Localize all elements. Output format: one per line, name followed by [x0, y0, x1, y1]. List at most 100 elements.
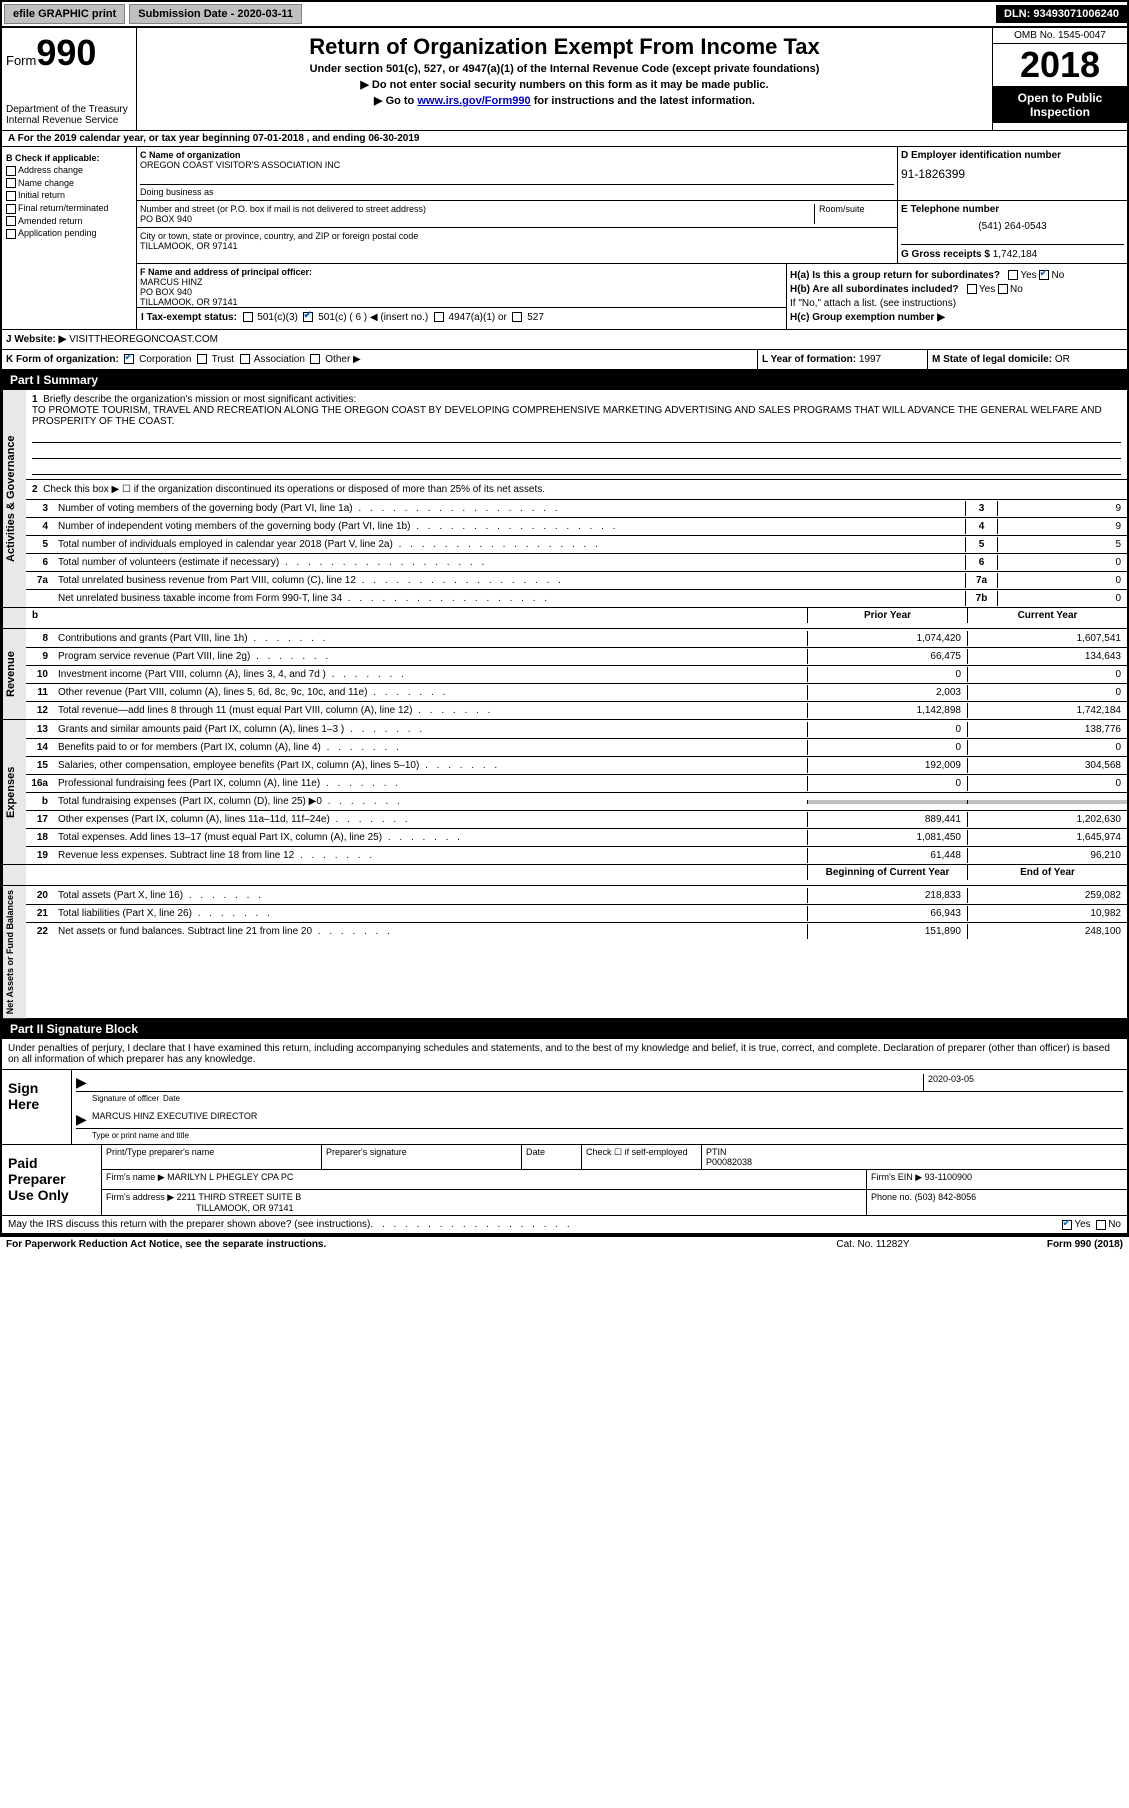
efile-button[interactable]: efile GRAPHIC print	[4, 4, 125, 24]
checkbox-icon[interactable]	[6, 166, 16, 176]
prep-sig-label: Preparer's signature	[322, 1145, 522, 1169]
b-opt-amended: Amended return	[6, 216, 132, 227]
discuss-yes: Yes	[1074, 1219, 1090, 1230]
current-value: 0	[967, 776, 1127, 791]
line-number: 7a	[26, 575, 54, 586]
governance-content: 1 Briefly describe the organization's mi…	[26, 390, 1127, 607]
current-value	[967, 800, 1127, 804]
current-value: 1,202,630	[967, 812, 1127, 827]
checkbox-icon[interactable]	[434, 312, 444, 322]
beginning-end-header: Beginning of Current Year End of Year	[26, 865, 1127, 880]
checkbox-icon[interactable]	[6, 178, 16, 188]
prep-row-1: Print/Type preparer's name Preparer's si…	[102, 1145, 1127, 1170]
line-label: Number of voting members of the governin…	[54, 501, 965, 516]
table-row: 17 Other expenses (Part IX, column (A), …	[26, 810, 1127, 828]
submission-button[interactable]: Submission Date - 2020-03-11	[129, 4, 302, 24]
footer-left: For Paperwork Reduction Act Notice, see …	[6, 1239, 773, 1250]
prep-row-2: Firm's name ▶ MARILYN L PHEGLEY CPA PC F…	[102, 1170, 1127, 1190]
checkbox-icon[interactable]	[310, 354, 320, 364]
checkbox-icon[interactable]	[6, 216, 16, 226]
spacer-label	[2, 608, 26, 628]
line-label: Revenue less expenses. Subtract line 18 …	[54, 848, 807, 863]
checkbox-icon[interactable]	[6, 229, 16, 239]
checkbox-icon[interactable]	[512, 312, 522, 322]
firm-ein-label: Firm's EIN ▶	[871, 1172, 922, 1182]
netassets-label: Net Assets or Fund Balances	[2, 886, 26, 1018]
checkbox-icon[interactable]	[1008, 270, 1018, 280]
checkbox-icon[interactable]	[967, 284, 977, 294]
prior-value: 1,142,898	[807, 703, 967, 718]
line-number: 11	[26, 687, 54, 698]
header-sub2: ▶ Do not enter social security numbers o…	[143, 78, 986, 91]
current-value: 1,742,184	[967, 703, 1127, 718]
j-label: J Website: ▶	[6, 334, 66, 345]
line-number: 6	[26, 557, 54, 568]
line-number: 12	[26, 705, 54, 716]
revenue-section: Revenue 8 Contributions and grants (Part…	[2, 629, 1127, 720]
prior-value: 0	[807, 667, 967, 682]
checkbox-icon[interactable]	[197, 354, 207, 364]
governance-section: Activities & Governance 1 Briefly descri…	[2, 390, 1127, 608]
table-row: 12 Total revenue—add lines 8 through 11 …	[26, 701, 1127, 719]
b-opt-final: Final return/terminated	[6, 203, 132, 214]
section-k: K Form of organization: ✔ Corporation Tr…	[2, 350, 757, 369]
table-row: 5 Total number of individuals employed i…	[26, 535, 1127, 553]
irs-link[interactable]: www.irs.gov/Form990	[417, 95, 530, 107]
checkbox-icon[interactable]	[240, 354, 250, 364]
table-row: 6 Total number of volunteers (estimate i…	[26, 553, 1127, 571]
current-value: 1,645,974	[967, 830, 1127, 845]
paid-prep-label: Paid Preparer Use Only	[2, 1145, 102, 1215]
checkbox-icon[interactable]	[6, 204, 16, 214]
table-row: 3 Number of voting members of the govern…	[26, 499, 1127, 517]
line1-label: Briefly describe the organization's miss…	[43, 394, 356, 405]
firm-addr2-value: TILLAMOOK, OR 97141	[196, 1203, 294, 1213]
current-value: 96,210	[967, 848, 1127, 863]
prior-value: 889,441	[807, 812, 967, 827]
line-number: 17	[26, 814, 54, 825]
checkbox-checked-icon[interactable]: ✔	[124, 354, 134, 364]
officer-addr2: TILLAMOOK, OR 97141	[140, 297, 783, 307]
table-row: 9 Program service revenue (Part VIII, li…	[26, 647, 1127, 665]
current-value: 304,568	[967, 758, 1127, 773]
checkbox-icon[interactable]	[1096, 1220, 1106, 1230]
line-box: 7a	[965, 573, 997, 588]
col-current: Current Year	[967, 608, 1127, 623]
checkbox-icon[interactable]	[6, 191, 16, 201]
addr-right: E Telephone number (541) 264-0543 G Gros…	[897, 201, 1127, 263]
c-name-label: C Name of organization	[140, 150, 894, 160]
header-right: OMB No. 1545-0047 2018 Open to Public In…	[992, 28, 1127, 130]
d-label: D Employer identification number	[901, 150, 1124, 161]
addr-value: PO BOX 940	[140, 214, 814, 224]
line-number: 13	[26, 724, 54, 735]
current-value: 259,082	[967, 888, 1127, 903]
checkbox-checked-icon[interactable]: ✔	[1062, 1220, 1072, 1230]
b-spacer: b Prior Year Current Year	[2, 608, 1127, 629]
officer-name-label: Type or print name and title	[92, 1131, 189, 1140]
l-label: L Year of formation:	[762, 354, 856, 365]
discuss-label: May the IRS discuss this return with the…	[8, 1219, 370, 1230]
line-number: 16a	[26, 778, 54, 789]
firm-addr-label: Firm's address ▶	[106, 1192, 174, 1202]
prior-value: 0	[807, 740, 967, 755]
form-header: Form990 Department of the Treasury Inter…	[2, 28, 1127, 131]
g-label: G Gross receipts $	[901, 249, 990, 260]
prior-value: 1,074,420	[807, 631, 967, 646]
prior-value: 2,003	[807, 685, 967, 700]
checkbox-checked-icon[interactable]: ✔	[1039, 270, 1049, 280]
current-value: 134,643	[967, 649, 1127, 664]
form-number: 990	[36, 32, 96, 73]
gross-receipts: 1,742,184	[993, 249, 1038, 260]
checkbox-icon[interactable]	[998, 284, 1008, 294]
line2: 2 Check this box ▶ ☐ if the organization…	[26, 479, 1127, 499]
line-box: 4	[965, 519, 997, 534]
h-b-note: If "No," attach a list. (see instruction…	[790, 298, 1124, 309]
checkbox-icon[interactable]	[243, 312, 253, 322]
line1-text: TO PROMOTE TOURISM, TRAVEL AND RECREATIO…	[32, 405, 1102, 427]
revenue-content: 8 Contributions and grants (Part VIII, l…	[26, 629, 1127, 719]
prior-value: 0	[807, 722, 967, 737]
b-opt-address: Address change	[6, 165, 132, 176]
checkbox-checked-icon[interactable]: ✔	[303, 312, 313, 322]
line-label: Contributions and grants (Part VIII, lin…	[54, 631, 807, 646]
h-b: H(b) Are all subordinates included? Yes …	[790, 284, 1124, 295]
header-center: Return of Organization Exempt From Incom…	[137, 28, 992, 130]
